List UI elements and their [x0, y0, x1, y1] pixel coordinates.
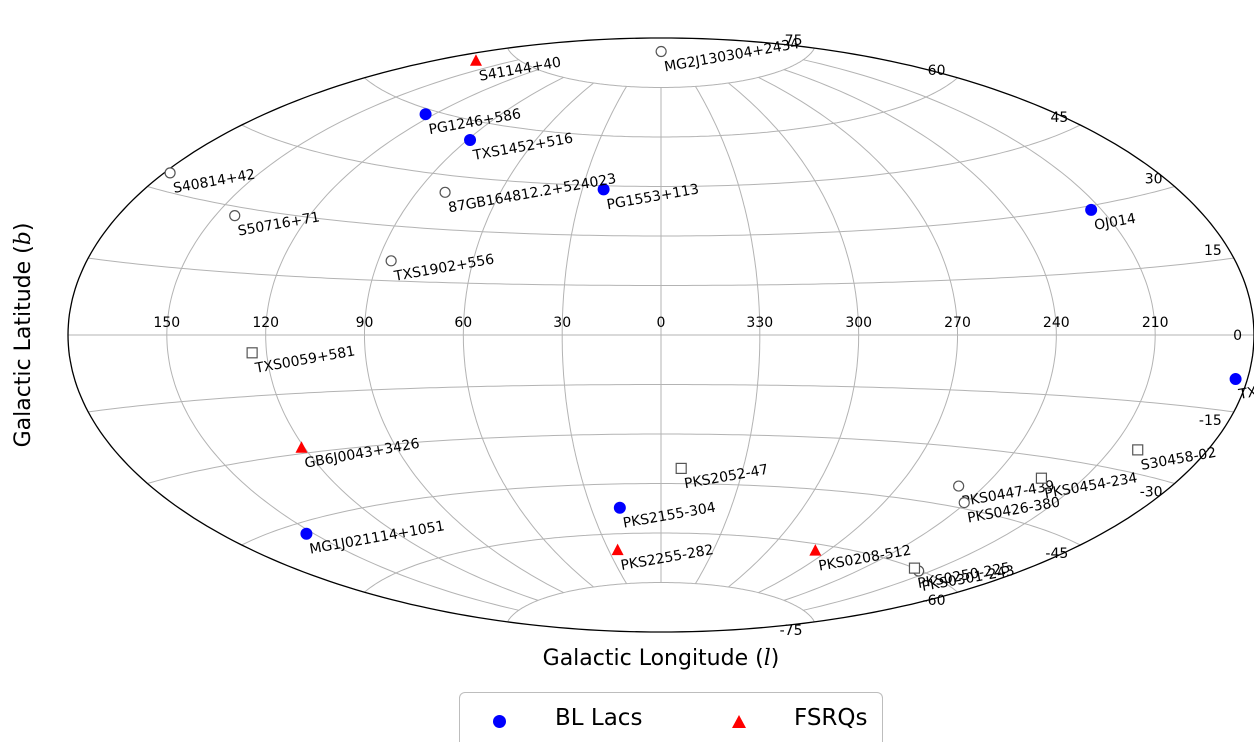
source-label: S41144+40: [478, 54, 562, 84]
bl-lac-point: [1229, 373, 1242, 386]
longitude-tick-label: 0: [657, 315, 666, 331]
source-label: S30458-02: [1140, 445, 1218, 474]
data-points: PG1246+586TXS1452+516PG1553+113OJ014TXS0…: [164, 36, 1254, 595]
longitude-tick-label: 330: [746, 315, 773, 331]
source-label: GB6J0043+3426: [303, 436, 421, 472]
unclassified-square-point: [246, 347, 258, 359]
bl-lac-point: [464, 133, 477, 146]
latitude-gridline: [507, 582, 815, 623]
grid-lines: [67, 37, 1254, 633]
longitude-gridline: [462, 82, 594, 588]
fsrq-point: [469, 54, 482, 66]
latitude-tick-label: -60: [923, 593, 946, 609]
bl-lac-point: [419, 108, 432, 121]
fsrq-point: [611, 543, 624, 556]
longitude-tick-label: 300: [845, 315, 872, 331]
longitude-tick-label: 240: [1043, 315, 1070, 331]
unclassified-square-point: [908, 562, 921, 574]
fsrq-point: [809, 544, 822, 556]
tick-labels: 150 120 90 60 30 0 330 300 270 240 21075604530150-…: [153, 33, 1242, 639]
latitude-tick-label: -45: [1045, 546, 1068, 562]
y-axis-label: Galactic Latitude (b): [11, 223, 36, 448]
latitude-tick-label: -15: [1199, 413, 1222, 429]
latitude-tick-label: -30: [1140, 485, 1163, 501]
legend: BL Lacs FSRQs: [459, 692, 883, 742]
latitude-tick-label: 15: [1204, 243, 1222, 259]
latitude-tick-label: 60: [928, 63, 946, 79]
aitoff-projection-plot: 150 120 90 60 30 0 330 300 270 240 21075604530150-…: [11, 33, 1254, 671]
longitude-gridline: [728, 82, 860, 588]
unclassified-circle-point: [439, 186, 451, 198]
longitude-tick-label: 30: [553, 315, 571, 331]
source-label: PKS0208-512: [817, 543, 912, 575]
unclassified-square-point: [1132, 444, 1144, 456]
bl-lac-point: [1085, 203, 1098, 216]
unclassified-square-point: [1035, 472, 1048, 484]
sky-outline: [67, 37, 1254, 633]
unclassified-circle-point: [229, 210, 241, 222]
longitude-gridline: [265, 69, 539, 601]
legend-fsrqs-label: FSRQs: [794, 705, 868, 731]
longitude-tick-label: 120: [252, 315, 279, 331]
longitude-gridline: [783, 69, 1057, 601]
legend-bl-lacs-marker: [493, 715, 506, 728]
legend-fsrqs-marker: [732, 715, 746, 728]
longitude-tick-label: 150: [153, 315, 180, 331]
latitude-tick-label: 30: [1145, 172, 1163, 188]
legend-bl-lacs-label: BL Lacs: [555, 705, 643, 731]
latitude-tick-label: -75: [780, 623, 803, 639]
source-label: S40814+42: [172, 167, 256, 197]
axis-labels: Galactic Longitude (l) Galactic Latitude…: [11, 223, 779, 671]
source-label: TXS1452+516: [471, 131, 574, 165]
unclassified-circle-point: [164, 167, 176, 179]
longitude-gridline: [364, 76, 564, 594]
unclassified-circle-point: [385, 255, 397, 267]
source-label: TXS1902+556: [392, 251, 495, 285]
longitude-gridline: [561, 86, 628, 584]
bl-lac-point: [597, 183, 610, 196]
bl-lac-point: [300, 527, 313, 540]
unclassified-square-point: [675, 462, 687, 474]
latitude-tick-label: 0: [1233, 328, 1242, 344]
source-label: MG2J130304+2434: [663, 36, 801, 76]
unclassified-circle-point: [655, 45, 667, 58]
longitude-gridline: [166, 59, 519, 611]
longitude-tick-label: 210: [1142, 315, 1169, 331]
unclassified-circle-point: [958, 496, 970, 509]
source-label: OJ014: [1093, 211, 1137, 234]
longitude-tick-label: 60: [454, 315, 472, 331]
longitude-gridline: [694, 86, 761, 584]
source-label: MG1J021114+1051: [308, 518, 445, 558]
x-axis-label: Galactic Longitude (l): [543, 646, 780, 671]
longitude-tick-label: 270: [944, 315, 971, 331]
latitude-tick-label: 45: [1050, 110, 1068, 126]
source-label: S50716+71: [237, 209, 321, 239]
source-label: TXS0059+581: [253, 343, 356, 376]
longitude-tick-label: 90: [356, 315, 374, 331]
latitude-tick-label: 75: [785, 33, 803, 49]
source-label: PKS2052-47: [683, 462, 770, 493]
fsrq-point: [295, 441, 308, 453]
longitude-gridline: [803, 59, 1156, 611]
longitude-gridline: [758, 76, 958, 594]
unclassified-circle-point: [953, 480, 965, 492]
source-label: PKS2255-282: [620, 542, 715, 574]
bl-lac-point: [613, 501, 626, 514]
source-label: PKS0454-234: [1043, 470, 1138, 502]
source-label: PKS2155-304: [622, 500, 717, 532]
